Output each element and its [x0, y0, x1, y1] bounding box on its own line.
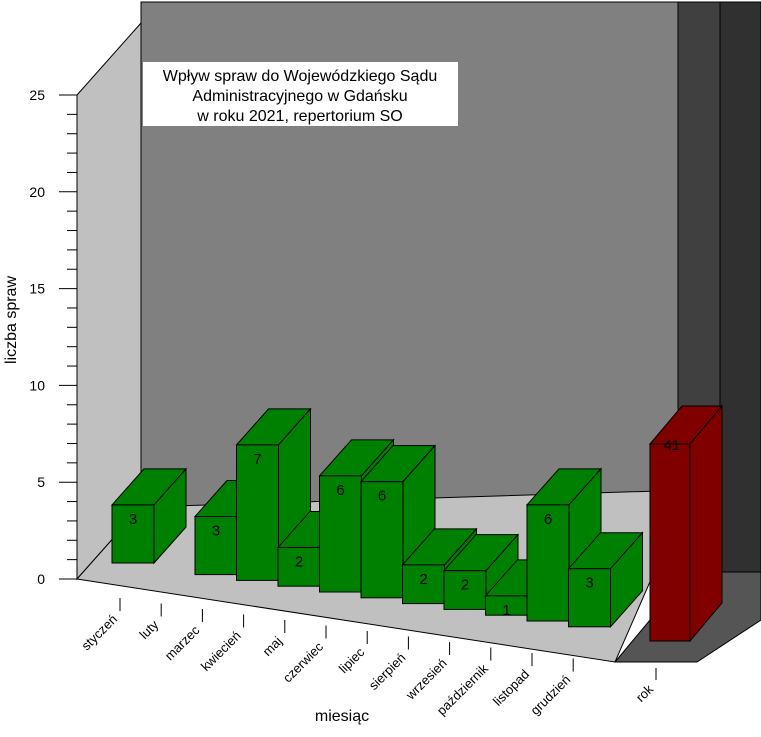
bar-value-label: 3 — [585, 575, 593, 592]
x-tick-label: lipiec — [336, 644, 368, 676]
bar-front — [236, 444, 279, 581]
bar-front — [526, 504, 570, 622]
bar-12: 3 — [567, 531, 644, 629]
x-tick-label: grudzień — [527, 672, 573, 718]
x-tick-label-total: rok — [633, 681, 657, 705]
bar-value-label: 2 — [461, 577, 469, 594]
chart-title-line: Administracyjnego w Gdańsku — [192, 88, 407, 105]
bar-value-label: 2 — [419, 571, 427, 588]
total-side-wall — [719, 1, 761, 621]
x-tick-label: kwiecień — [198, 628, 244, 674]
bar-total: 41 — [648, 404, 724, 643]
x-tick-label: styczeń — [78, 612, 120, 654]
bar-front — [360, 481, 404, 599]
bar-front — [443, 570, 487, 610]
chart-title-line: w roku 2021, repertorium SO — [196, 108, 402, 125]
bar-front — [649, 443, 691, 642]
y-tick-label: 0 — [37, 571, 45, 587]
x-tick-label: wrzesień — [402, 656, 450, 704]
bar-value-label: 6 — [336, 482, 344, 499]
x-tick-label: maj — [259, 633, 284, 658]
y-tick-label: 15 — [29, 281, 45, 297]
bar-front — [402, 564, 445, 605]
x-tick-label: marzec — [162, 622, 203, 663]
y-tick-label: 25 — [29, 87, 45, 103]
bar-value-label: 1 — [502, 602, 510, 619]
bar-value-label: 3 — [129, 511, 137, 528]
y-tick-label: 5 — [37, 474, 45, 490]
chart-title-line: Wpływ spraw do Wojewódzkiego Sądu — [163, 68, 438, 85]
bar-value-label: 3 — [212, 523, 220, 540]
x-tick-label: listopad — [490, 667, 532, 709]
x-axis-label: miesiąc — [315, 708, 369, 725]
bar-1: 3 — [110, 467, 188, 565]
bar-value-label: 2 — [295, 553, 303, 570]
bar-front — [319, 475, 362, 593]
chart-title-box — [143, 62, 458, 126]
bar-front — [568, 568, 611, 628]
bar-value-label: 6 — [544, 511, 552, 528]
bar-value-label: 7 — [253, 451, 261, 468]
bar-value-label: 41 — [664, 437, 681, 454]
bar-front — [111, 504, 155, 564]
bar-side — [689, 404, 723, 643]
x-tick-label: czerwiec — [280, 639, 327, 686]
bar-front — [194, 516, 238, 576]
bar-value-label: 6 — [378, 488, 386, 505]
y-tick-label: 20 — [29, 184, 45, 200]
y-axis-label: liczba spraw — [3, 276, 20, 364]
x-tick-label: sierpień — [366, 650, 409, 693]
y-tick-label: 10 — [29, 377, 45, 393]
x-tick-label: luty — [136, 617, 161, 642]
back-wall — [140, 1, 761, 508]
